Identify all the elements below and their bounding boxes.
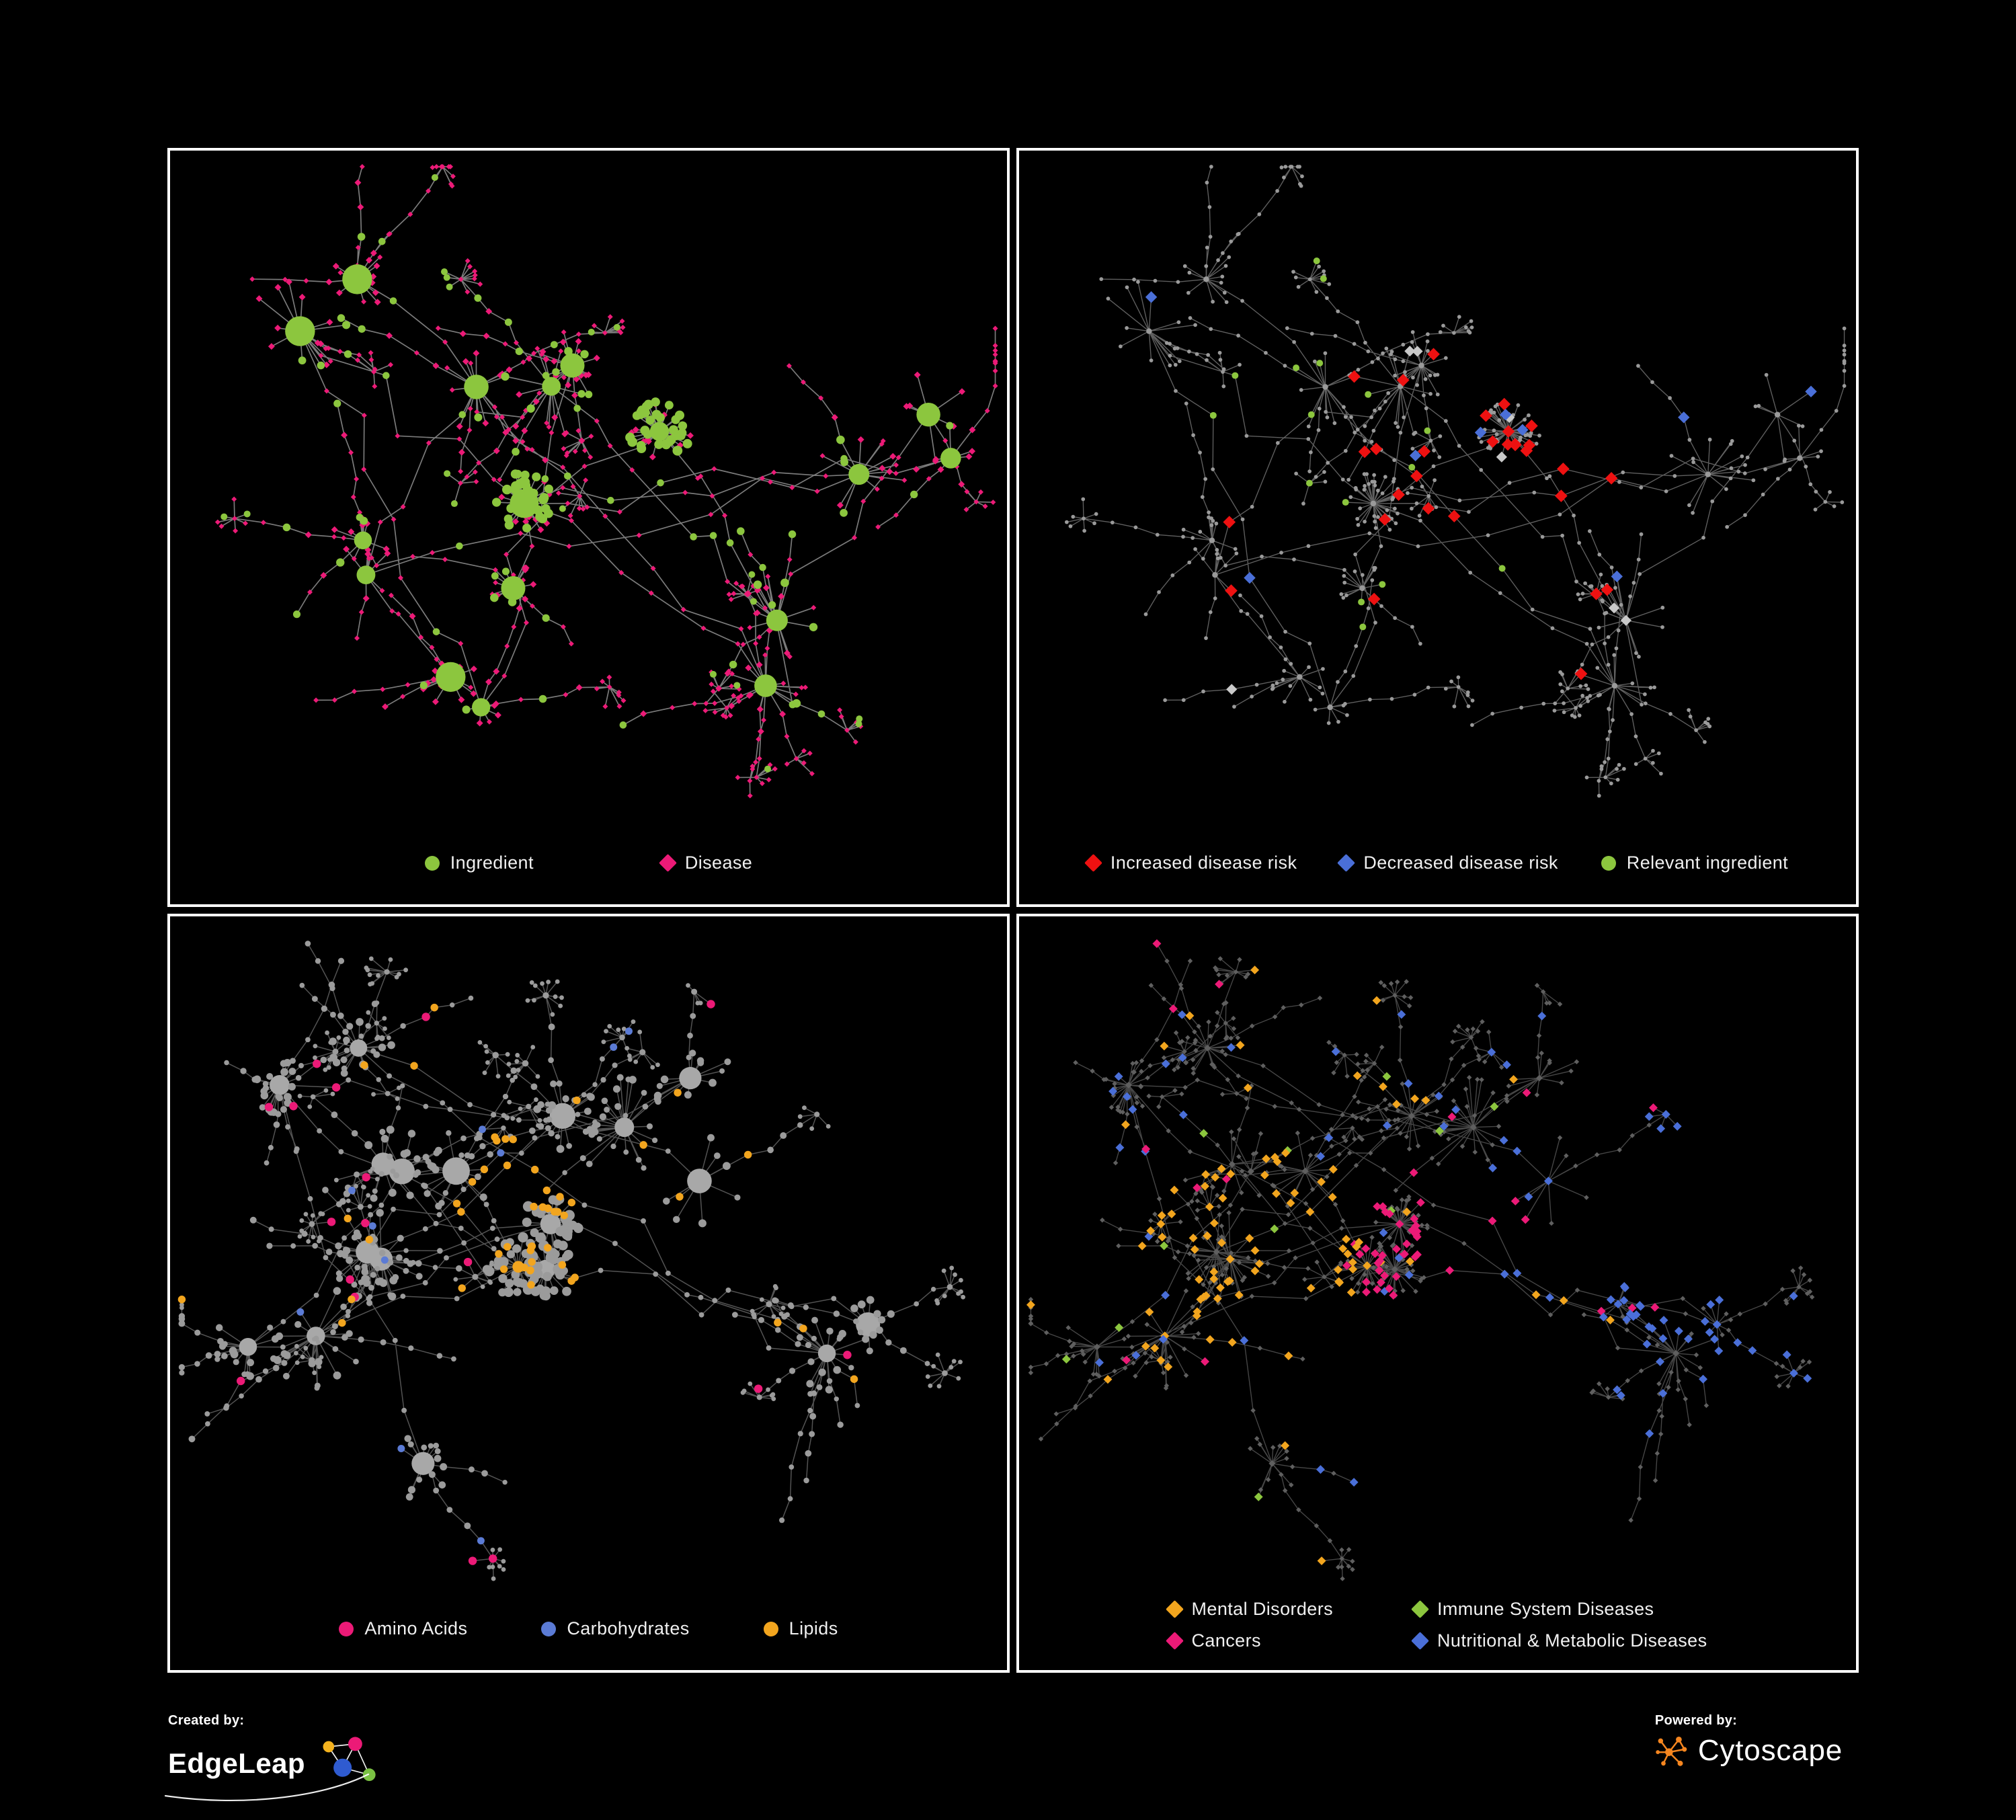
diamond-swatch-icon: [1411, 1600, 1429, 1618]
cytoscape-logo-icon: [1656, 1736, 1687, 1766]
legend-item: Cancers: [1165, 1630, 1333, 1651]
diamond-swatch-icon: [1165, 1632, 1184, 1650]
legend-item: Nutritional & Metabolic Diseases: [1411, 1630, 1707, 1651]
legend-ingredient-disease: Ingredient Disease: [170, 853, 1007, 873]
legend-disease-categories: Mental Disorders Immune System Diseases Ca…: [1019, 1599, 1856, 1651]
legend-item: Carbohydrates: [541, 1618, 689, 1639]
legend-item: Immune System Diseases: [1411, 1599, 1707, 1620]
diamond-swatch-icon: [1337, 854, 1356, 872]
panel-ingredient-disease: Ingredient Disease: [167, 148, 1010, 907]
edgeleap-credit: Created by: EdgeLeap: [164, 1713, 382, 1802]
legend-item: Decreased disease risk: [1337, 853, 1558, 873]
created-by-label: Created by:: [168, 1713, 245, 1728]
legend-item: Ingredient: [424, 853, 534, 873]
edgeleap-logo-icon: [323, 1737, 376, 1782]
disease-category-network-graph: [1026, 939, 1815, 1581]
diamond-swatch-icon: [658, 854, 677, 872]
panel-disease-categories: Mental Disorders Immune System Diseases Ca…: [1016, 914, 1859, 1673]
edgeleap-brand-row: EdgeLeap: [164, 1734, 382, 1802]
legend-macronutrients: Amino Acids Carbohydrates Lipids: [170, 1618, 1007, 1639]
legend-item: Lipids: [763, 1618, 838, 1639]
legend-label: Mental Disorders: [1191, 1599, 1333, 1619]
legend-label: Amino Acids: [364, 1618, 468, 1638]
legend-disease-risk: Increased disease risk Decreased disease …: [1019, 853, 1856, 873]
legend-item: Amino Acids: [339, 1618, 467, 1639]
legend-label: Ingredient: [450, 853, 534, 873]
legend-item: Disease: [658, 853, 753, 873]
circle-swatch-icon: [339, 1621, 354, 1636]
powered-by-label: Powered by:: [1654, 1713, 1738, 1728]
legend-label: Immune System Diseases: [1437, 1599, 1654, 1619]
diamond-swatch-icon: [1165, 1600, 1184, 1618]
macronutrient-network-graph: [177, 941, 966, 1581]
legend-item: Relevant ingredient: [1601, 853, 1788, 873]
ingredient-disease-network-graph: [214, 163, 998, 799]
panel-disease-risk: Increased disease risk Decreased disease …: [1016, 148, 1859, 907]
legend-label: Relevant ingredient: [1626, 853, 1789, 873]
legend-label: Decreased disease risk: [1363, 853, 1558, 873]
panel-macronutrients: Amino Acids Carbohydrates Lipids: [167, 914, 1010, 1673]
cytoscape-credit: Powered by: Cytoscape: [1655, 1713, 1843, 1768]
legend-label: Lipids: [789, 1618, 838, 1638]
panels-grid: Ingredient Disease Increased disease risk…: [167, 148, 1859, 1673]
cytoscape-wordmark: Cytoscape: [1697, 1734, 1843, 1767]
legend-label: Disease: [684, 853, 753, 873]
circle-swatch-icon: [541, 1621, 557, 1636]
circle-swatch-icon: [424, 855, 440, 871]
edgeleap-wordmark: EdgeLeap: [168, 1747, 305, 1779]
legend-label: Carbohydrates: [567, 1618, 690, 1638]
legend-label: Nutritional & Metabolic Diseases: [1437, 1630, 1707, 1651]
cytoscape-brand-row: Cytoscape: [1655, 1734, 1843, 1768]
diamond-swatch-icon: [1084, 854, 1102, 872]
legend-item: Mental Disorders: [1165, 1599, 1333, 1620]
legend-label: Cancers: [1191, 1630, 1261, 1651]
legend-label: Increased disease risk: [1110, 853, 1297, 873]
legend-item: Increased disease risk: [1084, 853, 1297, 873]
circle-swatch-icon: [763, 1621, 778, 1636]
disease-risk-network-graph: [1064, 165, 1847, 798]
circle-swatch-icon: [1601, 855, 1616, 871]
diamond-swatch-icon: [1411, 1632, 1429, 1650]
